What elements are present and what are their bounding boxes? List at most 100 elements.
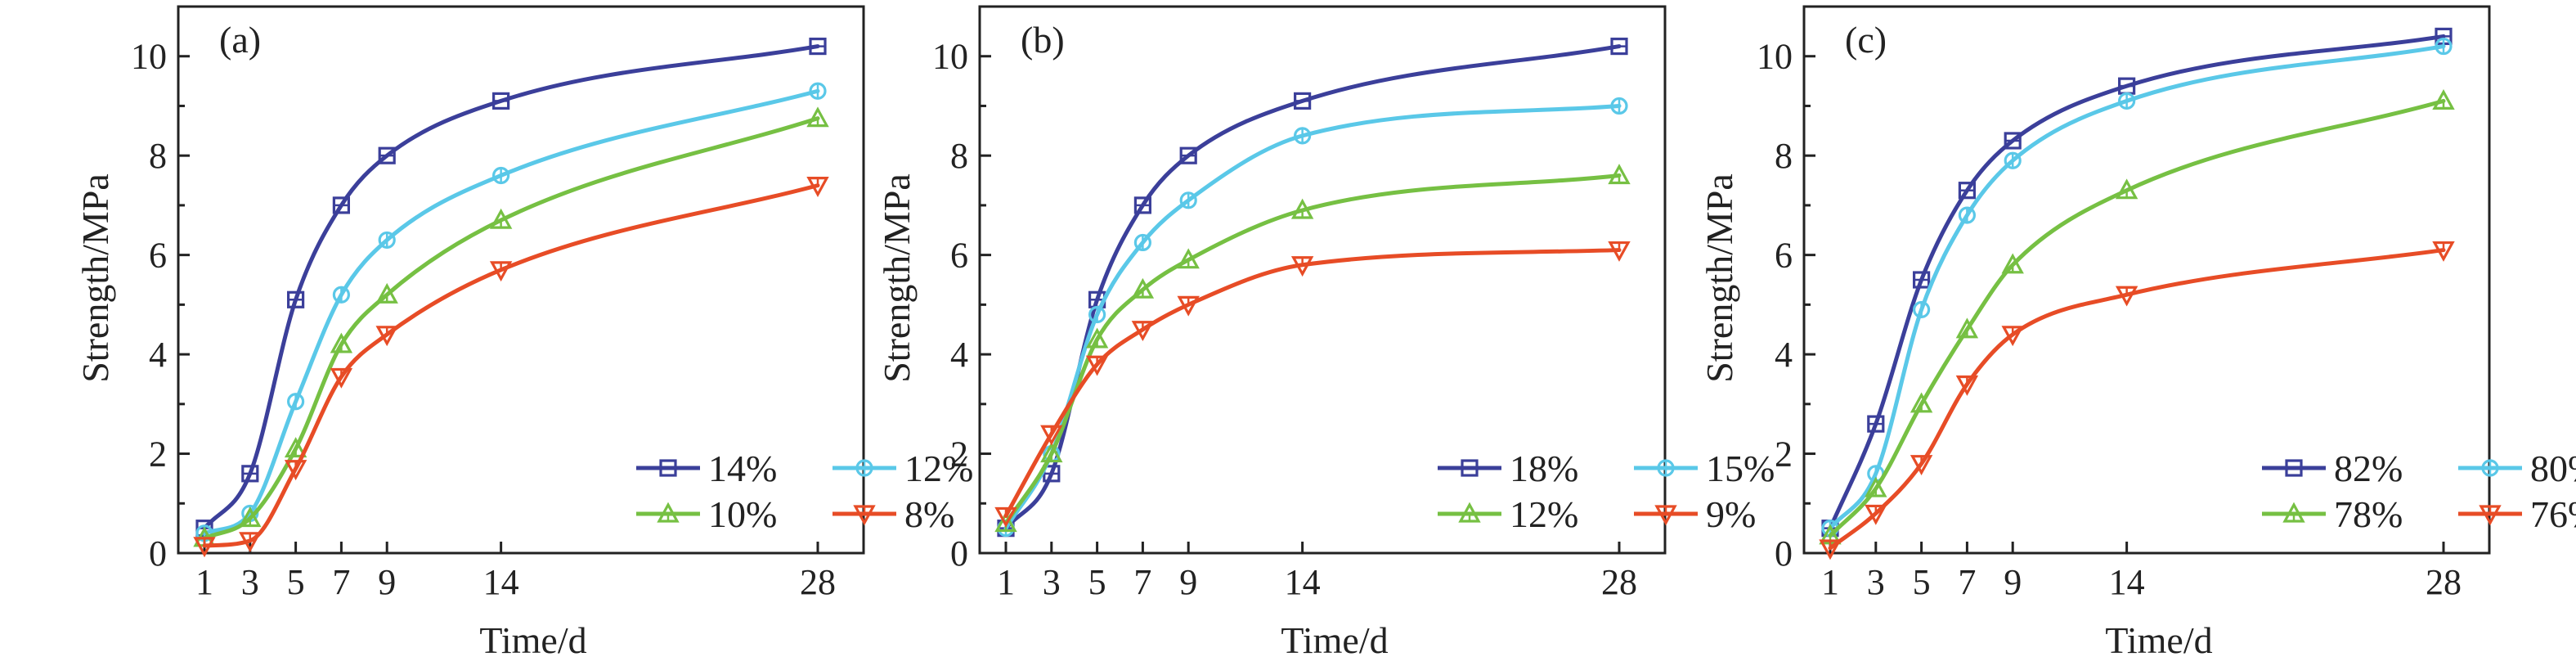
panel-c-x-tick-label: 9	[2004, 562, 2022, 602]
panel-c-data-point	[1819, 539, 1842, 560]
panel-c-series-line-78%	[1828, 98, 2446, 538]
panel-b-y-axis-title: Strength/MPa	[876, 173, 918, 383]
panel-c-legend-label: 82%	[2334, 448, 2403, 489]
panel-a-series-line-12%	[202, 88, 820, 536]
panel-c: (c) Time/d Strength/MPa 0 2 4 6 8 10 1 3 5 7 9 14 28…	[1699, 5, 2576, 661]
panel-b-legend-label: 12%	[1510, 493, 1578, 535]
panel-c-series-line-76%	[1828, 248, 2446, 551]
panel-c-data-point	[1913, 300, 1931, 319]
panel-c-y-tick-label: 8	[1775, 136, 1793, 176]
panel-b-data-point	[1610, 37, 1628, 56]
panel-a-legend-label: 8%	[904, 493, 954, 535]
panel-a-data-point	[806, 177, 829, 197]
panel-b-label: (b)	[1021, 19, 1065, 61]
panel-a-legend-marker	[853, 505, 876, 526]
panel-a-data-point	[193, 537, 216, 558]
panel-c-data-point	[2432, 89, 2455, 110]
panel-c-y-tick-label: 4	[1775, 335, 1793, 375]
panel-b-data-point	[1085, 327, 1109, 349]
panel-a-data-point	[239, 506, 262, 528]
panel-a-data-point	[489, 261, 513, 282]
panel-a-legend-label: 14%	[708, 448, 777, 489]
panel-a-data-point	[241, 465, 259, 483]
panel-c-x-tick-label: 5	[1913, 562, 1931, 602]
panel-c-data-point	[1955, 317, 1979, 339]
panel-c-data-point	[2118, 92, 2136, 110]
panel-a-x-tick-label: 9	[378, 562, 396, 602]
panel-b-legend-marker	[1458, 502, 1481, 523]
panel-a-data-point	[287, 393, 305, 411]
panel-b-legend-entry: 12%	[1438, 493, 1578, 535]
panel-c-data-point	[2115, 178, 2138, 200]
panel-a-data-point	[378, 231, 396, 250]
panel-b-data-point	[1294, 92, 1312, 110]
panel-c-data-point	[1958, 206, 1976, 224]
panel-a-y-axis-title: Strength/MPa	[74, 173, 116, 383]
panel-c-x-tick-label: 28	[2426, 562, 2462, 602]
panel-c-legend-marker	[2481, 459, 2499, 477]
panel-a-data-point	[375, 326, 398, 347]
panel-c-legend-marker	[2282, 502, 2305, 523]
panel-b-data-point	[1608, 241, 1631, 262]
panel-a-data-point	[332, 196, 350, 214]
panel-b-data-point	[1085, 355, 1109, 376]
panel-c-x-tick-label: 1	[1821, 562, 1839, 602]
panel-c-data-point	[2004, 132, 2022, 150]
panel-c-data-point	[1910, 392, 1933, 413]
panel-b-data-point	[1133, 233, 1152, 252]
panel-c-data-point	[2118, 77, 2136, 95]
panel-b-x-tick-label: 28	[1601, 562, 1637, 602]
panel-b-x-tick-label: 14	[1285, 562, 1321, 602]
panel-c-data-point	[1910, 455, 1933, 476]
panel-a-data-point	[809, 37, 827, 56]
panel-c-axes-frame	[1802, 5, 2491, 555]
panel-a-legend-marker	[659, 459, 677, 477]
panel-a-legend-entry: 8%	[832, 493, 954, 535]
panel-b-y-tick-label: 8	[950, 136, 968, 176]
panel-a-series-line-14%	[202, 44, 820, 531]
panel-a-data-point	[332, 286, 350, 304]
panel-c-legend-entry: 78%	[2262, 493, 2403, 535]
panel-b: (b) Time/d Strength/MPa 0 2 4 6 8 10 1 3 5 7 9 14 28…	[876, 5, 1775, 661]
panel-a-legend-entry: 10%	[636, 493, 777, 535]
panel-c-y-axis-title: Strength/MPa	[1699, 173, 1740, 383]
panel-a-data-point	[806, 106, 829, 128]
panel-a-x-tick-label: 3	[241, 562, 259, 602]
panel-c-data-point	[1958, 182, 1976, 200]
panel-b-y-tick-label: 4	[950, 335, 968, 375]
panel-c-x-tick-label: 7	[1958, 562, 1976, 602]
panel-b-legend-entry: 9%	[1634, 493, 1756, 535]
panel-a-y-tick-label: 0	[149, 533, 167, 574]
panel-b-data-point	[1179, 191, 1197, 209]
panel-a-data-point	[284, 460, 307, 481]
panel-b-legend-label: 18%	[1510, 448, 1578, 489]
panel-b-legend-entry: 18%	[1438, 448, 1578, 489]
panel-a-data-point	[375, 282, 398, 304]
panel-b-y-tick-label: 10	[932, 37, 968, 77]
panel-b-data-point	[1131, 321, 1155, 342]
panel-a-legend-label: 10%	[708, 493, 777, 535]
panel-a-y-tick-label: 10	[131, 37, 167, 77]
panel-c-x-tick-label: 14	[2109, 562, 2145, 602]
panel-c-data-point	[2004, 151, 2022, 169]
panel-b-data-point	[1040, 442, 1063, 463]
panel-a-x-tick-label: 7	[332, 562, 350, 602]
panel-a-legend-marker	[855, 459, 873, 477]
panel-a-data-point	[287, 290, 305, 308]
panel-a-data-point	[378, 146, 396, 164]
panel-c-data-point	[1867, 415, 1885, 433]
panel-b-data-point	[1290, 256, 1314, 277]
panel-b-x-tick-label: 3	[1043, 562, 1061, 602]
panel-a-axes-frame	[177, 5, 865, 555]
panel-b-data-point	[1294, 127, 1312, 145]
panel-b-legend-entry: 15%	[1634, 448, 1775, 489]
panel-a-series-line-10%	[202, 116, 820, 541]
panel-c-data-point	[1955, 375, 1979, 396]
panel-c-label: (c)	[1845, 19, 1887, 61]
panel-b-data-point	[1131, 277, 1155, 299]
panel-b-data-point	[1177, 248, 1200, 269]
panel-c-y-tick-label: 6	[1775, 236, 1793, 276]
panel-c-data-point	[1913, 271, 1931, 289]
panel-a-x-tick-label: 28	[800, 562, 836, 602]
